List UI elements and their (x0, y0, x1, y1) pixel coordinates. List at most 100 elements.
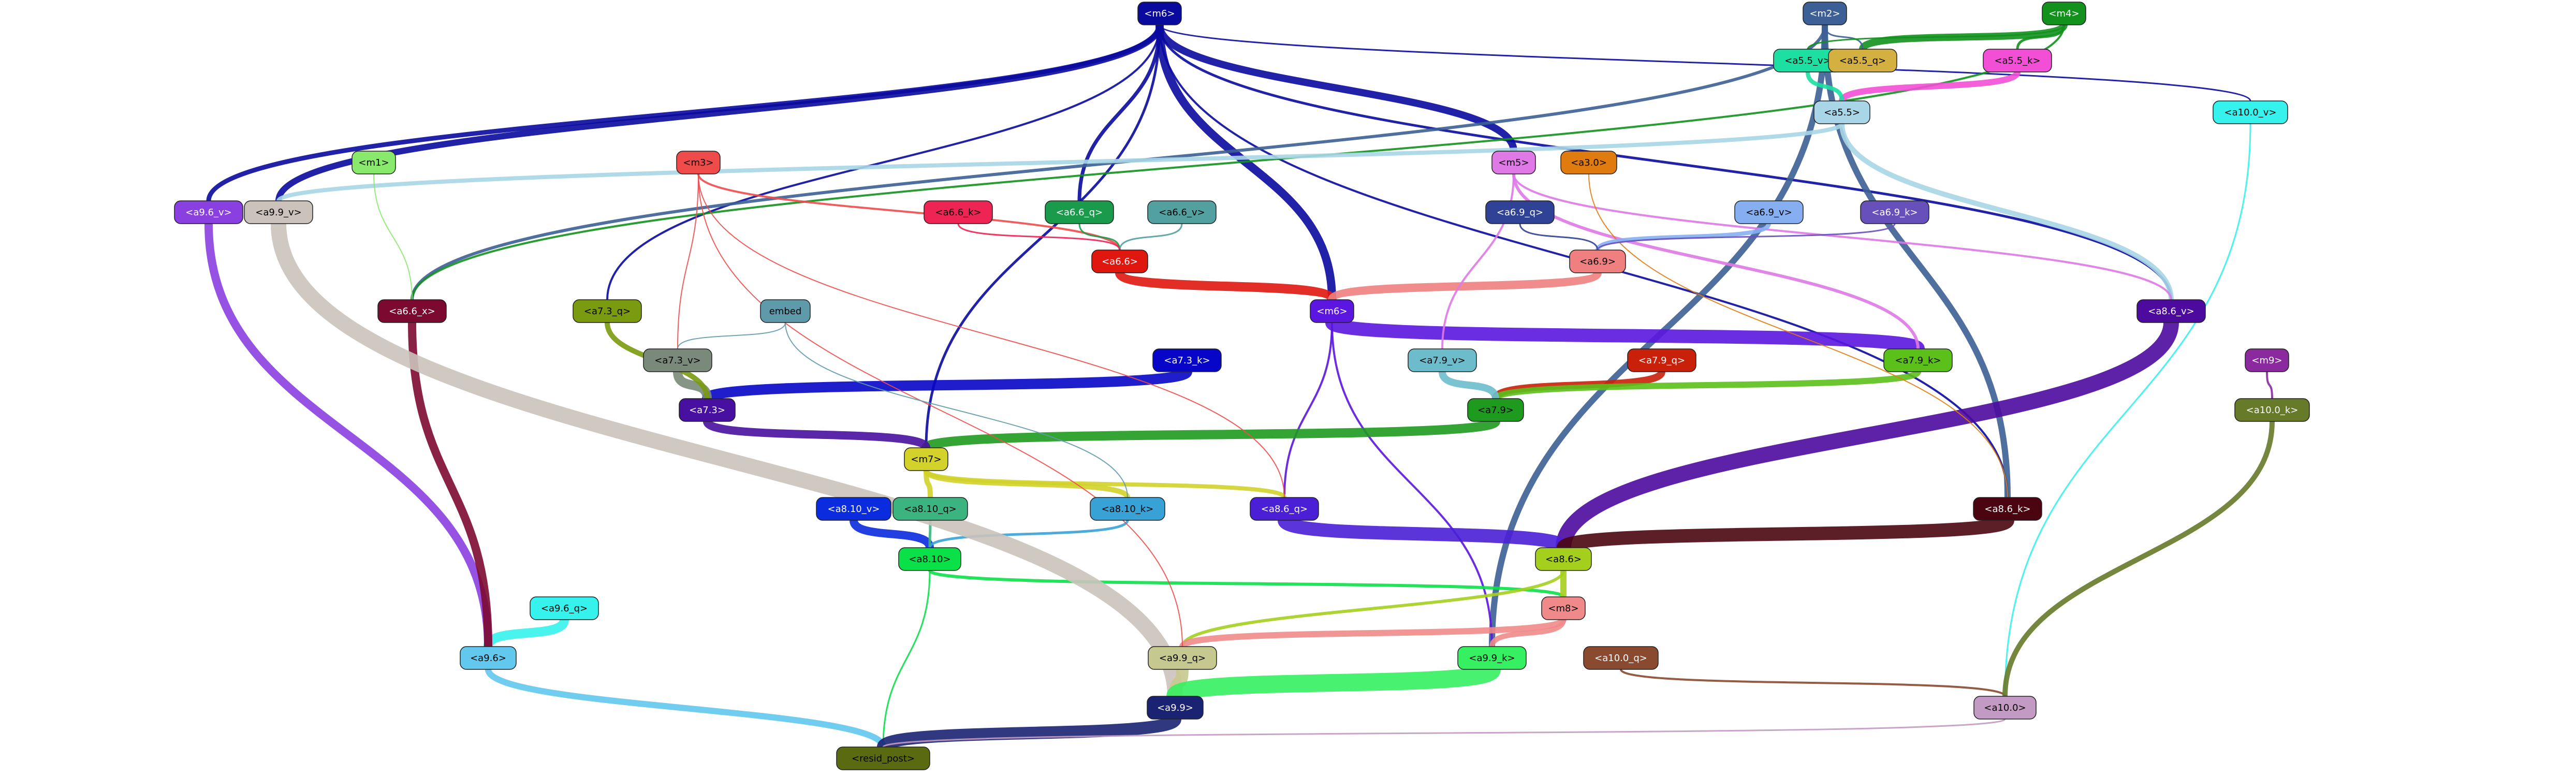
node-label-a66v: <a6.6_v> (1159, 207, 1205, 218)
node-a100[interactable]: <a10.0> (1973, 696, 2037, 720)
node-a66[interactable]: <a6.6> (1091, 250, 1148, 273)
node-a69k[interactable]: <a6.9_k> (1860, 200, 1929, 224)
node-a73q[interactable]: <a7.3_q> (573, 299, 642, 323)
node-a96[interactable]: <a9.6> (460, 646, 517, 670)
edge-m9-to-a100k (2266, 371, 2273, 400)
node-m7[interactable]: <m7> (904, 447, 948, 471)
edge-m7-to-a810q (924, 468, 933, 500)
node-label-a55v: <a5.5_v> (1784, 55, 1831, 66)
edge-a69v-to-a69 (1596, 222, 1771, 252)
node-a66q[interactable]: <a6.6_q> (1045, 200, 1114, 224)
node-a86k[interactable]: <a8.6_k> (1973, 497, 2042, 521)
node-label-a99v: <a9.9_v> (255, 207, 301, 218)
node-a96v[interactable]: <a9.6_v> (174, 200, 243, 224)
node-a79q[interactable]: <a7.9_q> (1627, 348, 1696, 372)
node-a66k[interactable]: <a6.6_k> (924, 200, 993, 224)
node-a86v[interactable]: <a8.6_v> (2136, 299, 2206, 323)
node-a55v[interactable]: <a5.5_v> (1773, 49, 1842, 72)
node-c4[interactable]: <m6> (1137, 2, 1182, 25)
node-a73k[interactable]: <a7.3_k> (1152, 348, 1222, 372)
node-a30[interactable]: <a3.0> (1560, 151, 1617, 174)
node-m6[interactable]: <m6> (1310, 299, 1354, 323)
node-a69v[interactable]: <a6.9_v> (1734, 200, 1804, 224)
node-box-a86q (1250, 497, 1319, 521)
node-a66v[interactable]: <a6.6_v> (1147, 200, 1217, 224)
edge-a66v-to-a66 (1119, 223, 1183, 251)
node-a55[interactable]: <a5.5> (1813, 100, 1870, 124)
node-label-a79v: <a7.9_v> (1419, 355, 1465, 366)
edge-a810k-to-a810 (928, 519, 1129, 549)
edge-a55k-to-a55 (1839, 69, 2021, 104)
node-m8[interactable]: <m8> (1541, 596, 1586, 620)
node-m2[interactable]: <m2> (1803, 2, 1847, 25)
edge-a66q-to-a66 (1078, 223, 1121, 251)
edge-a86q-to-a86 (1278, 514, 1570, 554)
node-a69q[interactable]: <a6.9_q> (1485, 200, 1555, 224)
node-a99q[interactable]: <a9.9_q> (1148, 646, 1217, 670)
node-label-a69q: <a6.9_q> (1497, 207, 1543, 218)
edge-a55-to-a99v (276, 122, 1844, 203)
node-label-a810k: <a8.10_k> (1102, 504, 1154, 515)
node-box-m2 (1803, 2, 1847, 25)
node-box-m8 (1541, 596, 1586, 620)
node-a100k[interactable]: <a10.0_k> (2234, 398, 2310, 422)
node-box-a79v (1408, 348, 1477, 372)
edge-a69k-to-a69 (1597, 223, 1896, 251)
node-a86q[interactable]: <a8.6_q> (1250, 497, 1319, 521)
node-a79[interactable]: <a7.9> (1467, 398, 1524, 422)
node-a79k[interactable]: <a7.9_k> (1883, 348, 1953, 372)
node-a55q[interactable]: <a5.5_q> (1828, 49, 1897, 72)
node-a73v[interactable]: <a7.3_v> (643, 348, 712, 372)
node-a100v[interactable]: <a10.0_v> (2213, 100, 2288, 124)
node-label-a55: <a5.5> (1824, 107, 1860, 118)
node-a100q[interactable]: <a10.0_q> (1583, 646, 1659, 670)
node-box-c4 (1137, 2, 1182, 25)
node-m1[interactable]: <m1> (352, 151, 396, 174)
edge-m8-to-a99q (1179, 617, 1567, 650)
node-box-a96v (174, 200, 243, 224)
node-box-a100 (1973, 696, 2037, 720)
node-a99[interactable]: <a9.9> (1147, 696, 1204, 720)
node-a810[interactable]: <a8.10> (898, 547, 961, 571)
node-a810q[interactable]: <a8.10_q> (892, 497, 968, 521)
node-a79v[interactable]: <a7.9_v> (1408, 348, 1477, 372)
edge-c4-to-a66q (1077, 23, 1162, 203)
node-label-a100q: <a10.0_q> (1594, 653, 1647, 664)
edge-a810v-to-a810 (850, 516, 934, 552)
edge-c4-to-a86v (1158, 23, 2173, 301)
node-resid[interactable]: <resid_post> (836, 746, 930, 770)
node-label-a86k: <a8.6_k> (1984, 504, 2030, 515)
node-a55k[interactable]: <a5.5_k> (1983, 49, 2052, 72)
node-box-a66v (1147, 200, 1217, 224)
node-a810v[interactable]: <a8.10_v> (816, 497, 891, 521)
node-label-m6: <m6> (1316, 306, 1347, 317)
node-a99k[interactable]: <a9.9_k> (1457, 646, 1527, 670)
edge-c4-to-a73q (606, 24, 1161, 301)
node-box-a69v (1734, 200, 1804, 224)
edge-c4-to-m5 (1156, 21, 1517, 155)
node-a99v[interactable]: <a9.9_v> (244, 200, 313, 224)
edge-a810-to-m8 (928, 569, 1565, 598)
node-m9[interactable]: <m9> (2245, 348, 2289, 372)
node-label-a100v: <a10.0_v> (2224, 107, 2277, 118)
node-a69[interactable]: <a6.9> (1569, 250, 1626, 273)
node-box-m5 (1491, 151, 1536, 174)
node-box-a810 (898, 547, 961, 571)
node-a96q[interactable]: <a9.6_q> (530, 596, 599, 620)
node-m4[interactable]: <m4> (2042, 2, 2086, 25)
node-box-a69 (1569, 250, 1626, 273)
node-m5[interactable]: <m5> (1491, 151, 1536, 174)
edge-a79v-to-a79 (1439, 368, 1499, 402)
node-box-a96 (460, 646, 517, 670)
node-embed[interactable]: embed (760, 299, 811, 323)
node-box-a69k (1860, 200, 1929, 224)
node-a73[interactable]: <a7.3> (679, 398, 736, 422)
edge-m5-to-a86v (1513, 173, 2172, 301)
node-label-a79: <a7.9> (1477, 405, 1514, 416)
node-a66x[interactable]: <a6.6_x> (377, 299, 447, 323)
node-label-a55k: <a5.5_k> (1994, 55, 2040, 66)
node-a86[interactable]: <a8.6> (1535, 547, 1592, 571)
node-a810k[interactable]: <a8.10_k> (1090, 497, 1165, 521)
node-label-a66x: <a6.6_x> (389, 306, 435, 317)
node-m3[interactable]: <m3> (676, 151, 721, 174)
